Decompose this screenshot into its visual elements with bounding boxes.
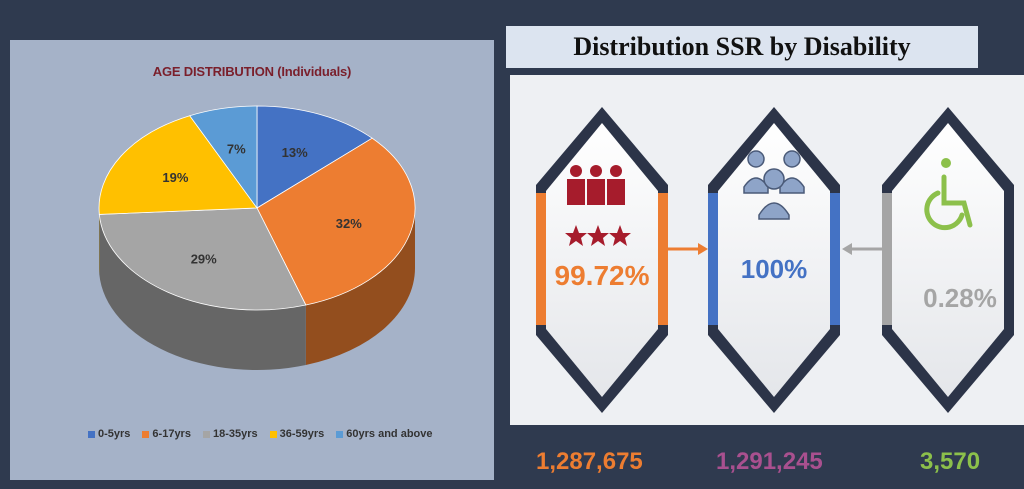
- legend-item-0-5yrs: 0-5yrs: [88, 428, 130, 440]
- value-card-1: 99.72%: [555, 260, 650, 291]
- count-card-1: 1,287,675: [536, 448, 643, 475]
- count-card-2: 1,291,245: [716, 448, 823, 475]
- legend-label: 0-5yrs: [98, 428, 131, 440]
- value-card-2: 100%: [741, 254, 808, 284]
- disability-cards: 99.72% 100% 0.28%: [536, 107, 1014, 413]
- legend-swatch: [202, 430, 210, 438]
- data-label-18-35yrs: 29%: [191, 252, 217, 267]
- legend-swatch: [336, 430, 344, 438]
- pie-side-18-35yrs: [99, 214, 306, 370]
- pie-side-6-17yrs: [305, 208, 415, 366]
- data-label-0-5yrs: 13%: [282, 145, 308, 160]
- legend-item-6-17yrs: 6-17yrs: [142, 428, 191, 440]
- pie-slice-60yrs and above: [189, 105, 258, 210]
- legend-label: 18-35yrs: [212, 428, 258, 440]
- disability-title: Distribution SSR by Disability: [506, 26, 978, 68]
- value-card-3: 0.28%: [923, 283, 997, 313]
- legend-swatch: [88, 430, 95, 438]
- pie-slice-18-35yrs: [98, 207, 307, 311]
- legend-label: 60yrs and above: [346, 428, 433, 440]
- pie-chart: 13% 32% 29% 19% 7%: [98, 105, 416, 370]
- pie-slice-0-5yrs: [256, 105, 373, 209]
- chart-title: AGE DISTRIBUTION (Individuals): [152, 64, 352, 79]
- disability-panel: 99.72% 100% 0.28%: [510, 75, 1024, 425]
- age-distribution-panel: AGE DISTRIBUTION (Individuals) 13% 32% 29%…: [10, 40, 494, 480]
- legend-item-60yrs and above: 60yrs and above: [336, 428, 433, 440]
- arrow-left-icon: [842, 243, 882, 255]
- legend-label: 36-59yrs: [279, 428, 325, 440]
- data-label-60yrs and above: 7%: [227, 141, 246, 156]
- hex-card-3: [882, 107, 1014, 413]
- chart-legend: 0-5yrs 6-17yrs 18-35yrs 36-59yrs 60yrs and a…: [88, 428, 433, 440]
- people-stars-icon: [565, 165, 631, 246]
- wheelchair-icon: [924, 158, 973, 231]
- count-card-3: 3,570: [920, 448, 981, 475]
- data-label-6-17yrs: 32%: [336, 216, 362, 231]
- legend-item-18-35yrs: 18-35yrs: [202, 428, 258, 440]
- pie-slice-6-17yrs: [256, 137, 416, 306]
- legend-label: 6-17yrs: [152, 428, 191, 440]
- arrow-right-icon: [668, 243, 708, 255]
- data-label-36-59yrs: 19%: [162, 170, 188, 185]
- pie-slice-36-59yrs: [98, 115, 258, 215]
- legend-item-36-59yrs: 36-59yrs: [269, 428, 325, 440]
- legend-swatch: [269, 430, 277, 438]
- group-icon: [743, 150, 805, 220]
- legend-swatch: [142, 430, 150, 438]
